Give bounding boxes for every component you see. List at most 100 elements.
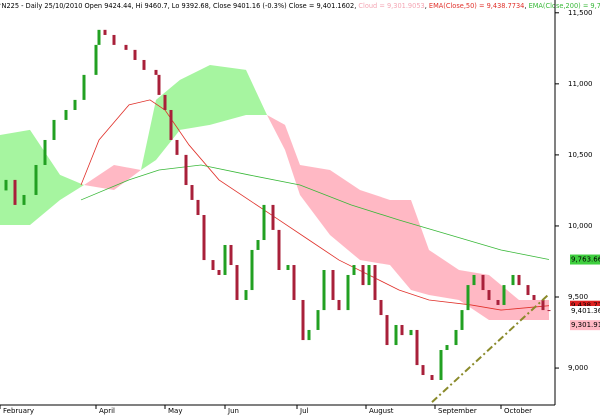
candle [409, 329, 413, 336]
candle [460, 310, 464, 330]
candle [244, 290, 248, 300]
candle [367, 265, 371, 286]
candle [379, 299, 383, 316]
last-value-label: 9,438.77 [571, 302, 600, 310]
y-tick-label: 11,000 [568, 80, 593, 88]
candle [430, 375, 434, 380]
candle [352, 265, 356, 275]
candle [532, 295, 536, 300]
candle [487, 290, 491, 300]
candle [94, 44, 98, 75]
cloud-segment [30, 129, 60, 225]
plot-area [0, 29, 551, 403]
last-value-box [570, 320, 600, 331]
candle [22, 194, 26, 205]
candle [82, 74, 86, 100]
cloud-segment [84, 164, 114, 190]
candle [163, 94, 167, 110]
legend-ema200: EMA(Close,200) = 9,763.6553 [529, 2, 600, 10]
ema-line [80, 164, 550, 260]
candle [502, 285, 506, 305]
candle [466, 285, 470, 311]
x-tick-label: Jun [227, 407, 239, 415]
candle [211, 260, 215, 270]
candle [511, 274, 515, 286]
candle [250, 249, 254, 291]
legend-cloud: Cloud = 9,301.9053 [358, 2, 424, 10]
candle [472, 274, 476, 286]
candle [175, 139, 179, 155]
candle [4, 179, 8, 191]
x-tick-label: February [3, 407, 34, 415]
candle [169, 109, 173, 140]
legend-close: Close = 9,401.1602 [289, 2, 354, 10]
y-tick-label: 9,500 [568, 293, 588, 301]
chart-header: ^N225 - Daily 25/10/2010 Open 9424.44, H… [0, 2, 600, 10]
candle [286, 265, 290, 270]
legend-ema50: EMA(Close,50) = 9,438.7734 [429, 2, 524, 10]
candle [454, 329, 458, 346]
y-tick-label: 10,500 [568, 151, 593, 159]
candle [103, 29, 107, 35]
candle [481, 274, 485, 291]
candle [262, 204, 266, 241]
candle [445, 345, 449, 351]
candle [223, 244, 227, 275]
candle [337, 299, 341, 311]
trend-line [431, 293, 550, 403]
cloud-segment [60, 174, 84, 200]
last-value-label: 9,401.36 [571, 307, 600, 315]
y-tick-label: 9,000 [568, 364, 588, 372]
candle [184, 154, 188, 186]
cloud-segment [141, 99, 156, 170]
cloud-segment [300, 164, 330, 236]
candle [307, 329, 311, 341]
candle [322, 270, 326, 311]
candle [142, 59, 146, 70]
candle [43, 139, 47, 165]
candle [361, 265, 365, 286]
candle [415, 329, 419, 366]
candle [421, 365, 425, 376]
candle [52, 119, 56, 140]
cloud-segment [285, 124, 300, 195]
cloud-segment [246, 69, 267, 115]
candle [229, 244, 233, 266]
candle [112, 34, 116, 45]
y-tick-label: 11,500 [568, 9, 593, 17]
candle [217, 270, 221, 275]
x-tick-label: Jul [299, 407, 309, 415]
x-tick-label: September [438, 407, 477, 415]
candle [235, 265, 239, 300]
last-value-box [570, 300, 600, 311]
last-value-label: 9,763.66 [571, 256, 600, 264]
candle [373, 265, 377, 300]
candle [301, 299, 305, 341]
candle [346, 274, 350, 311]
candle [496, 299, 500, 305]
x-tick-label: October [504, 407, 532, 415]
x-tick-label: August [369, 407, 394, 415]
candle [517, 274, 521, 286]
cloud-segment [0, 129, 30, 225]
cloud-segment [267, 114, 285, 150]
candle [64, 109, 68, 120]
cloud-segment [180, 64, 210, 130]
cloud-segment [360, 189, 390, 266]
candle [190, 185, 194, 200]
ema-line [80, 99, 550, 311]
candle [34, 164, 38, 195]
candle [541, 299, 545, 311]
candle [97, 29, 101, 45]
candle [133, 49, 137, 60]
chart-title: ^N225 - Daily 25/10/2010 Open 9424.44, H… [0, 2, 287, 10]
candle [316, 310, 320, 330]
x-tick-label: April [99, 407, 115, 415]
candle [73, 99, 77, 110]
candle [202, 215, 206, 261]
candle [256, 240, 260, 250]
x-tick-label: May [168, 407, 182, 415]
candle [124, 44, 128, 50]
last-value-label: 9,301.91 [571, 321, 600, 329]
